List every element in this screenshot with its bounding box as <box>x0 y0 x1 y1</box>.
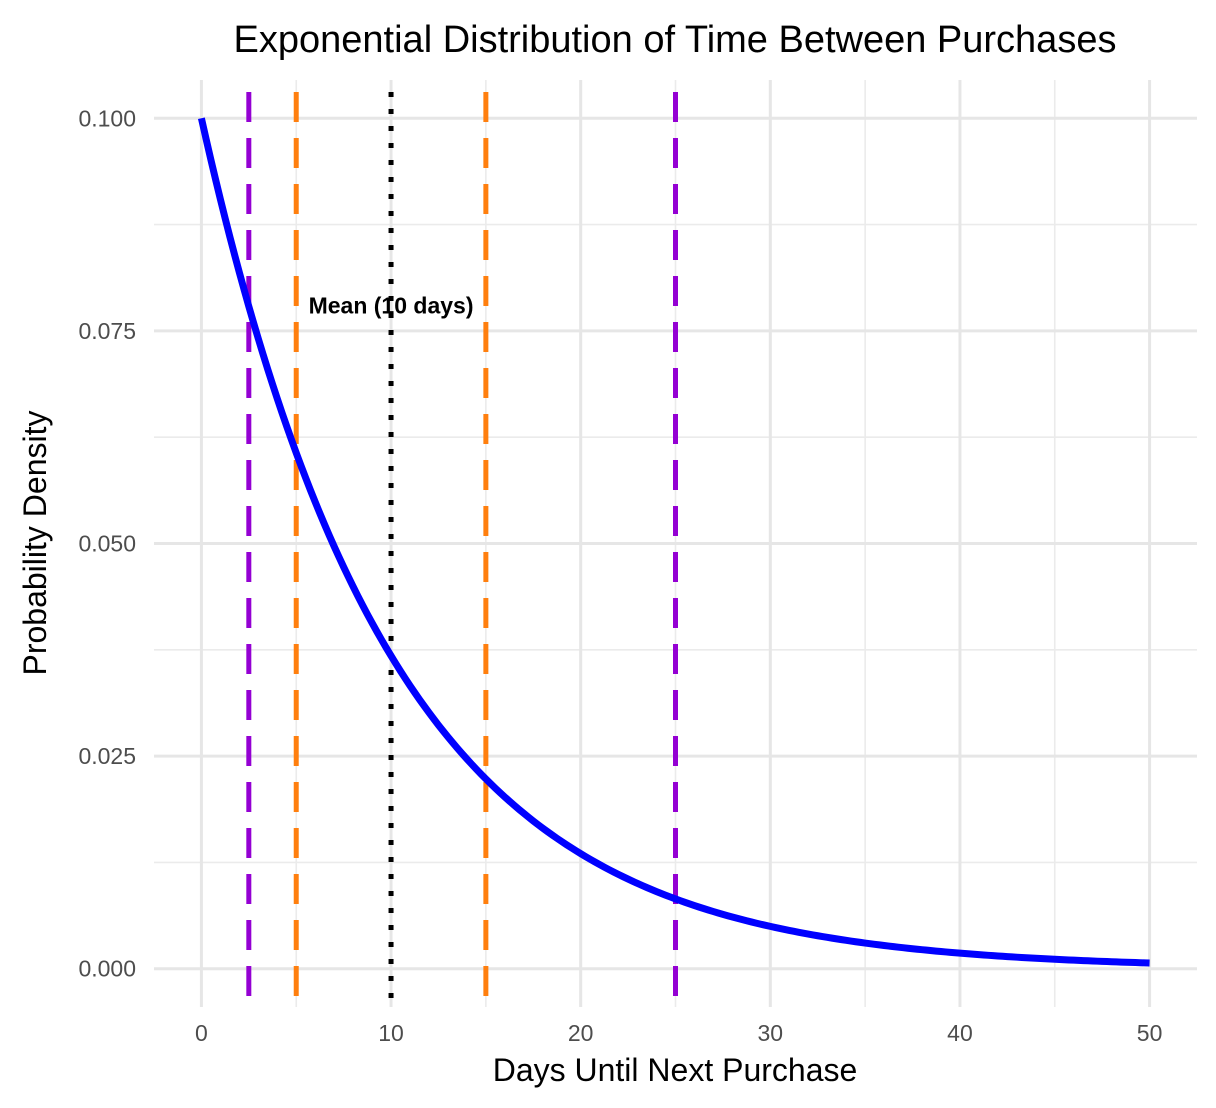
reference-lines <box>246 92 678 1007</box>
x-tick-label: 20 <box>568 1020 594 1046</box>
tick-labels: 0 10 20 30 40 50 0.000 0.025 0.050 0.075 0.100 <box>78 105 1162 1046</box>
y-tick-label: 0.075 <box>78 318 136 344</box>
annotations: Mean (10 days) <box>309 292 474 318</box>
x-tick-label: 10 <box>378 1020 404 1046</box>
x-tick-label: 40 <box>947 1020 973 1046</box>
y-tick-label: 0.100 <box>78 105 136 131</box>
grid <box>154 80 1197 1007</box>
y-axis-label: Probability Density <box>17 411 53 676</box>
density-curve <box>197 117 1150 967</box>
x-tick-label: 50 <box>1137 1020 1163 1046</box>
x-tick-label: 0 <box>195 1020 208 1046</box>
y-tick-label: 0.025 <box>78 743 136 769</box>
x-axis-label: Days Until Next Purchase <box>493 1052 858 1088</box>
y-tick-label: 0.050 <box>78 531 136 557</box>
y-tick-label: 0.000 <box>78 956 136 982</box>
x-tick-label: 30 <box>758 1020 784 1046</box>
series <box>197 117 1150 967</box>
mean-annotation: Mean (10 days) <box>309 292 474 318</box>
chart-title: Exponential Distribution of Time Between… <box>234 19 1117 61</box>
